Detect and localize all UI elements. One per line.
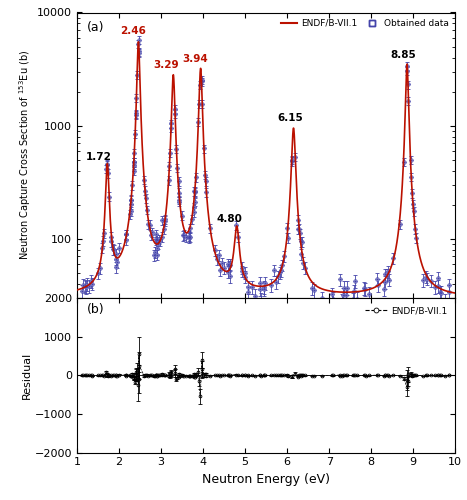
Text: 3.29: 3.29 <box>153 60 179 70</box>
Text: 3.94: 3.94 <box>182 54 208 64</box>
Text: 2.46: 2.46 <box>120 26 146 36</box>
X-axis label: Neutron Energy (eV): Neutron Energy (eV) <box>202 473 330 486</box>
Legend: ENDF/B-VII.1, Obtained data: ENDF/B-VII.1, Obtained data <box>279 17 451 29</box>
Y-axis label: Neutron Capture Cross Section of $^{153}$Eu (b): Neutron Capture Cross Section of $^{153}… <box>17 50 33 260</box>
Text: 8.85: 8.85 <box>390 50 416 60</box>
Y-axis label: Residual: Residual <box>22 352 32 399</box>
Text: 4.80: 4.80 <box>216 214 242 224</box>
Text: (a): (a) <box>86 21 104 34</box>
Text: (b): (b) <box>86 302 104 316</box>
Text: 6.15: 6.15 <box>278 114 304 124</box>
Legend: ENDF/B-VII.1: ENDF/B-VII.1 <box>361 302 451 319</box>
Text: 1.72: 1.72 <box>86 152 112 162</box>
